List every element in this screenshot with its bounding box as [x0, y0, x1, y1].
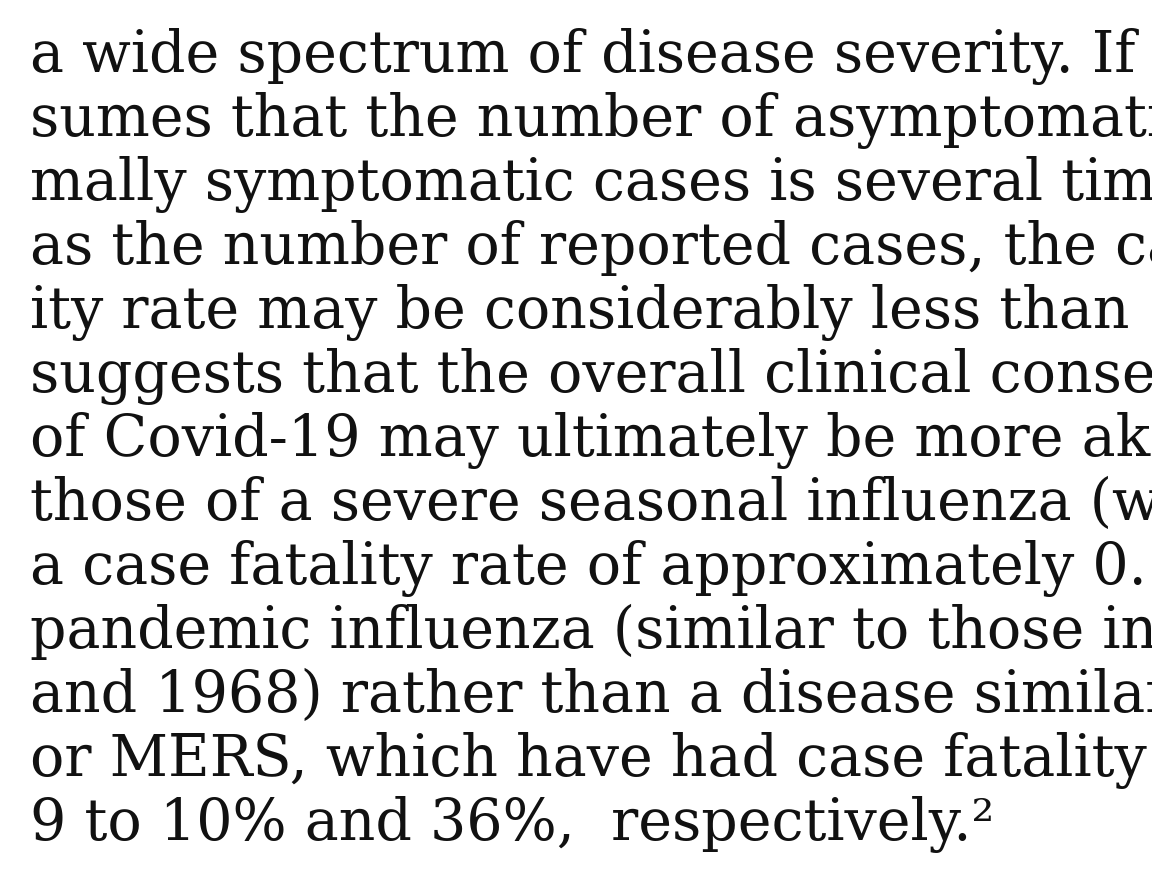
Text: of Covid-19 may ultimately be more akin to: of Covid-19 may ultimately be more akin … [30, 412, 1152, 469]
Text: pandemic influenza (similar to those in 1957: pandemic influenza (similar to those in … [30, 604, 1152, 660]
Text: a case fatality rate of approximately 0.1%) or a: a case fatality rate of approximately 0.… [30, 540, 1152, 597]
Text: those of a severe seasonal influenza (which has: those of a severe seasonal influenza (wh… [30, 476, 1152, 532]
Text: suggests that the overall clinical consequences: suggests that the overall clinical conse… [30, 348, 1152, 405]
Text: or MERS, which have had case fatality rates of: or MERS, which have had case fatality ra… [30, 732, 1152, 789]
Text: as the number of reported cases, the case fatal-: as the number of reported cases, the cas… [30, 220, 1152, 276]
Text: ity rate may be considerably less than 1%.  This: ity rate may be considerably less than 1… [30, 284, 1152, 341]
Text: a wide spectrum of disease severity. If one as-: a wide spectrum of disease severity. If … [30, 28, 1152, 85]
Text: mally symptomatic cases is several times as high: mally symptomatic cases is several times… [30, 156, 1152, 213]
Text: 9 to 10% and 36%,  respectively.²: 9 to 10% and 36%, respectively.² [30, 796, 994, 853]
Text: and 1968) rather than a disease similar to SARS: and 1968) rather than a disease similar … [30, 668, 1152, 724]
Text: sumes that the number of asymptomatic or mini-: sumes that the number of asymptomatic or… [30, 92, 1152, 149]
